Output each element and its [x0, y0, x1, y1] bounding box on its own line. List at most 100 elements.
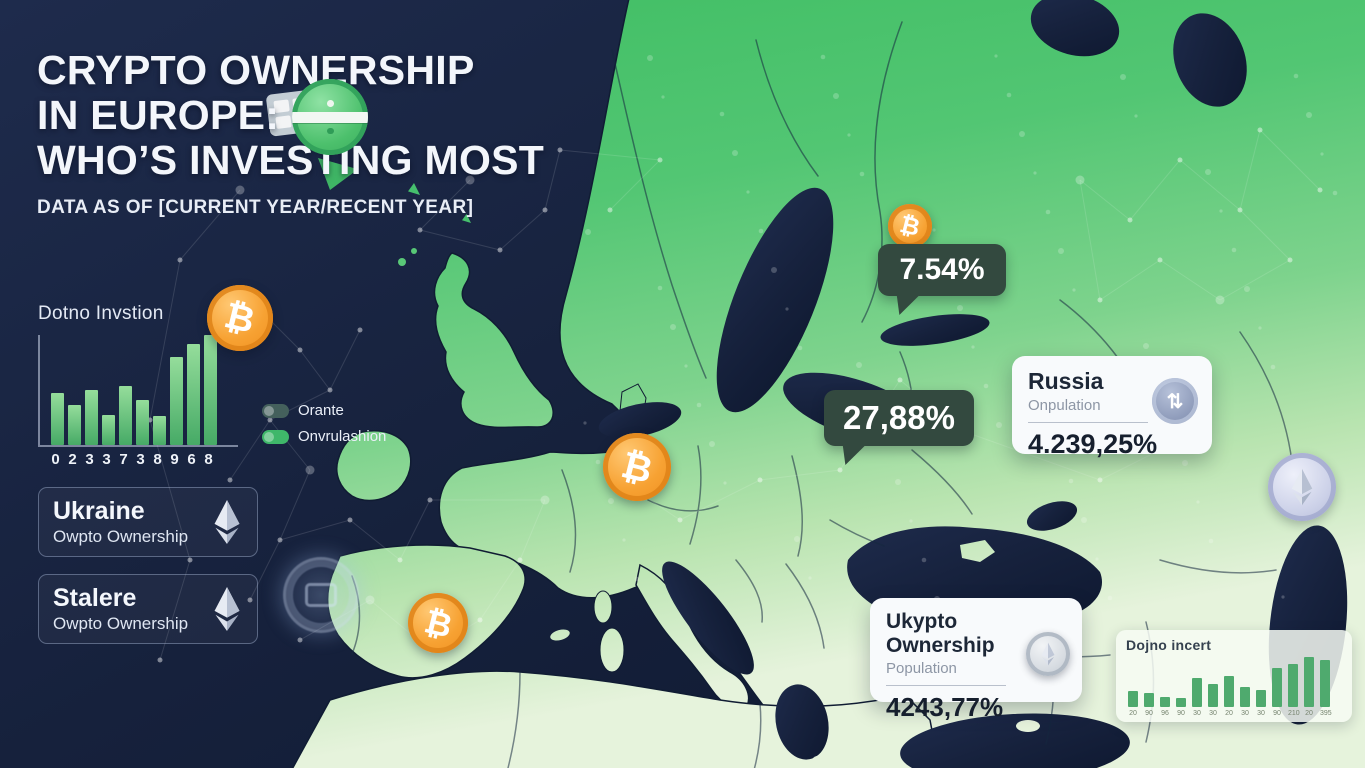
x-tick-label: 90	[1145, 710, 1153, 717]
spark-icon	[462, 214, 471, 223]
badge-value: 27,88%	[843, 399, 955, 436]
coin-swap-icon: ⇅	[1152, 378, 1198, 424]
x-tick-label: 96	[1161, 710, 1169, 717]
stat-subtitle: Population	[886, 660, 957, 677]
land-crimea	[960, 540, 995, 562]
x-tick-label: 20	[1129, 710, 1137, 717]
bar	[153, 416, 166, 445]
land-britain	[433, 252, 554, 429]
page-title: CRYPTO OWNERSHIP IN EUROPE: WHO’S INVEST…	[37, 47, 545, 183]
bar	[187, 343, 200, 445]
land-corsica	[593, 590, 613, 624]
ethereum-icon	[1289, 468, 1315, 506]
badge-value: 7.54%	[899, 253, 985, 286]
ethereum-coin-icon	[1026, 632, 1070, 676]
x-tick-label: 3	[102, 451, 111, 468]
bar	[1192, 677, 1202, 707]
land-ireland	[336, 430, 412, 502]
bar	[1320, 660, 1330, 707]
ethereum-icon	[211, 499, 243, 545]
land-sardinia	[599, 627, 625, 673]
stat-title: Ukypto Ownership	[886, 610, 995, 657]
x-tick-label: 30	[1257, 710, 1265, 717]
bitcoin-icon-central-europe: ₿	[603, 433, 671, 501]
bar	[1176, 697, 1186, 707]
land-cyprus	[1016, 720, 1040, 732]
x-tick-label: 9	[170, 451, 179, 468]
chart-title: Dojno incert	[1126, 637, 1212, 653]
bar	[1128, 691, 1138, 707]
bar	[68, 405, 81, 445]
stat-subtitle: Onpulation	[1028, 397, 1101, 414]
x-tick-label: 90	[1177, 710, 1185, 717]
green-coin-icon	[292, 79, 368, 155]
x-tick-label: 3	[136, 451, 145, 468]
chart-legend: Orante Onvrulashion	[262, 402, 386, 454]
bar	[85, 390, 98, 445]
x-tick-label: 20	[1225, 710, 1233, 717]
ethereum-icon	[1040, 642, 1056, 666]
stat-value: 4243,77%	[886, 692, 1004, 722]
bar	[1288, 664, 1298, 707]
bar	[119, 385, 132, 445]
x-tick-label: 210	[1288, 710, 1300, 717]
x-tick-label: 8	[204, 451, 213, 468]
callout-badge-754: 7.54%	[878, 244, 1006, 296]
legend-label: Orante	[298, 402, 344, 419]
bar	[1256, 689, 1266, 707]
chart-x-labels: 20 90 96 90 30 30 20 30 30 90 210 20 395	[1126, 710, 1342, 717]
bar	[1224, 675, 1234, 707]
callout-badge-2788: 27,88%	[824, 390, 974, 446]
bar	[1160, 696, 1170, 707]
country-subtitle: Owpto Ownership	[53, 614, 189, 633]
bar	[1144, 692, 1154, 707]
bar	[1240, 687, 1250, 707]
x-tick-label: 8	[153, 451, 162, 468]
bar	[1208, 684, 1218, 707]
land-north-africa	[291, 670, 940, 768]
legend-swatch	[262, 429, 289, 444]
x-tick-label: 3	[85, 451, 94, 468]
bitcoin-icon-spain: ₿	[408, 593, 468, 653]
x-tick-label: 2	[68, 451, 77, 468]
stat-card-russia: Russia Onpulation 4.239,25% ⇅	[1012, 356, 1212, 459]
country-name: Stalere	[53, 584, 137, 612]
country-name: Ukraine	[53, 497, 145, 525]
chart-bars	[1126, 657, 1340, 707]
chart-title: Dotno Invstion	[38, 303, 164, 324]
bar	[102, 415, 115, 445]
country-subtitle: Owpto Ownership	[53, 527, 189, 546]
x-tick-label: 90	[1273, 710, 1281, 717]
country-card-ukraine: Ukraine Owpto Ownership	[38, 487, 258, 557]
bar	[1272, 668, 1282, 707]
legend-item: Onvrulashion	[262, 428, 386, 445]
x-tick-label: 30	[1209, 710, 1217, 717]
chart-bars	[38, 335, 238, 447]
bitcoin-icon-north: ₿	[888, 204, 932, 248]
land-crete	[812, 754, 848, 766]
stat-value: 4.239,25%	[1028, 429, 1158, 459]
ethereum-icon	[211, 586, 243, 632]
country-card-stalere: Stalere Owpto Ownership	[38, 574, 258, 644]
bar	[204, 335, 217, 445]
stat-title: Russia	[1028, 368, 1104, 394]
bar	[51, 393, 64, 445]
stat-card-ukypto: Ukypto Ownership Population 4243,77%	[870, 598, 1082, 722]
x-tick-label: 30	[1241, 710, 1249, 717]
legend-label: Onvrulashion	[298, 428, 387, 445]
legend-swatch	[262, 403, 289, 418]
legend-item: Orante	[262, 402, 386, 419]
x-tick-label: 6	[187, 451, 196, 468]
bar	[136, 399, 149, 445]
mini-bar-chart: Dojno incert 20 90 96 90 30 30 20 30 30 90 210 20 39…	[1116, 630, 1352, 722]
ethereum-coin-icon-east	[1268, 453, 1336, 521]
bitcoin-icon: ₿	[207, 285, 273, 351]
faded-token-icon	[283, 557, 359, 633]
bar	[170, 357, 183, 445]
x-tick-label: 20	[1305, 710, 1313, 717]
land-balearic	[550, 629, 570, 641]
page-subtitle: DATA AS OF [CURRENT YEAR/RECENT YEAR]	[37, 197, 474, 218]
